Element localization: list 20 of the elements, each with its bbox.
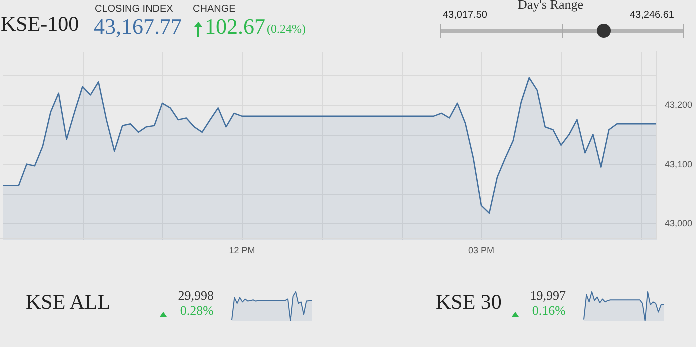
text: Day's Range (518, 0, 584, 13)
text: 29,998 (178, 288, 214, 304)
x-tick-label: 03 PM (468, 246, 495, 256)
text: 43,017.50 (443, 10, 488, 21)
chart-title: KSE ALL (26, 290, 111, 315)
chart-title: KSE 30 (436, 290, 502, 315)
text: CLOSING INDEX (95, 4, 174, 15)
text: 0.16% (532, 303, 566, 319)
text: CHANGE (193, 4, 236, 15)
x-tick-label: 12 PM (229, 246, 256, 256)
text: 43,167.77 (94, 14, 182, 40)
text: KSE-100 (1, 12, 80, 37)
y-tick-label: 43,200 (665, 100, 693, 110)
text: 19,997 (530, 288, 566, 304)
y-tick-label: 43,000 (665, 218, 693, 228)
y-tick-label: 43,100 (665, 159, 693, 170)
text: 0.28% (180, 303, 214, 319)
text: 102.67 (205, 14, 266, 40)
text: (0.24%) (267, 22, 306, 37)
text: 43,246.61 (630, 10, 674, 21)
